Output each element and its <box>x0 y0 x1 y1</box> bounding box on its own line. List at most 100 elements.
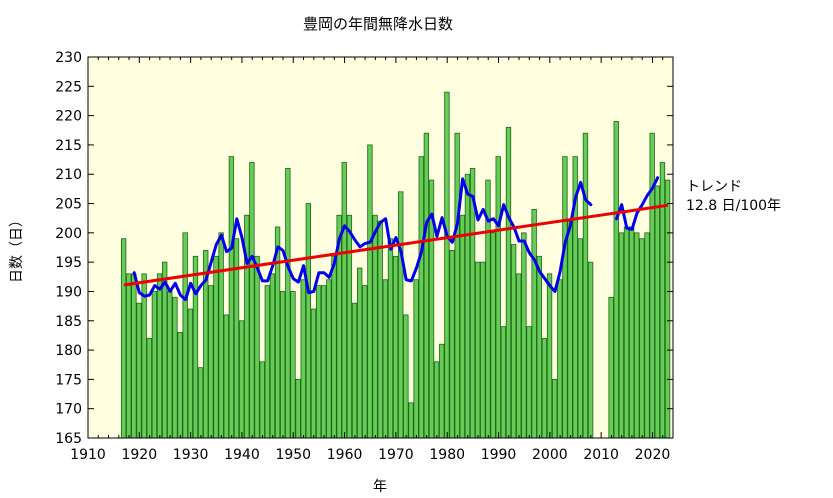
x-tick-label: 1960 <box>327 447 363 463</box>
bar <box>398 191 404 439</box>
bar <box>249 162 255 439</box>
bar <box>418 156 424 439</box>
bar <box>634 232 640 439</box>
bar <box>562 156 568 439</box>
bar <box>536 255 542 439</box>
y-tick-label: 170 <box>55 402 82 418</box>
bar <box>490 232 496 439</box>
bar <box>505 126 512 439</box>
x-tick-label: 2020 <box>635 447 671 463</box>
bar <box>613 121 619 439</box>
bar <box>557 279 563 439</box>
bar <box>208 285 214 439</box>
y-axis: 165 170 175 180 185 190 195 200 205 210 215 220 225 2… <box>55 50 673 447</box>
y-tick-label: 190 <box>55 284 82 300</box>
bar <box>295 378 301 439</box>
bar <box>444 91 450 439</box>
bar <box>300 279 306 439</box>
bar <box>649 132 655 439</box>
bar <box>151 291 158 439</box>
bar <box>644 232 650 439</box>
bar <box>223 314 229 439</box>
y-tick-label: 220 <box>55 109 82 125</box>
bar <box>192 255 199 439</box>
x-axis-label: 年 <box>373 479 387 495</box>
bar <box>285 167 291 439</box>
bar <box>495 156 501 439</box>
bar <box>459 214 465 439</box>
bar <box>182 232 188 439</box>
x-axis: 1910 1920 1930 1940 1950 1960 1970 1980 1990 2000… <box>70 57 674 463</box>
x-tick-label: 2000 <box>532 447 568 463</box>
y-tick-label: 185 <box>55 314 82 330</box>
bar <box>310 308 317 439</box>
bar <box>510 244 517 439</box>
bar <box>552 378 558 439</box>
bar <box>367 144 373 439</box>
x-tick-label: 1920 <box>121 447 157 463</box>
bar <box>403 314 409 439</box>
bar <box>654 185 660 439</box>
trend-line <box>123 203 669 287</box>
bar <box>326 279 332 439</box>
y-axis-label: 日数（日） <box>9 213 25 283</box>
bar <box>156 273 163 439</box>
x-tick-label: 1910 <box>70 447 106 463</box>
bar <box>238 320 245 439</box>
bar <box>177 332 183 439</box>
bar <box>587 261 594 439</box>
bar <box>126 273 132 439</box>
bar <box>464 173 471 439</box>
bar <box>541 337 548 439</box>
bar <box>131 273 137 439</box>
bar <box>546 273 553 439</box>
bar <box>351 302 358 439</box>
x-tick-label: 1950 <box>275 447 311 463</box>
bar <box>608 296 614 439</box>
bar <box>408 402 414 439</box>
x-tick-label: 1970 <box>378 447 414 463</box>
x-tick-label: 1980 <box>429 447 465 463</box>
bar <box>582 132 589 439</box>
y-tick-label: 165 <box>55 431 82 447</box>
bar <box>187 308 194 439</box>
bar <box>392 255 399 439</box>
bar <box>321 285 327 439</box>
bar <box>228 156 235 439</box>
y-tick-label: 180 <box>55 343 82 359</box>
bar <box>439 343 445 439</box>
bar <box>120 238 127 439</box>
y-tick-label: 195 <box>55 255 82 271</box>
bar <box>449 250 455 439</box>
bar <box>639 238 645 439</box>
bar <box>315 285 322 439</box>
bar <box>500 326 507 439</box>
bar <box>423 132 430 439</box>
chart-title: 豊岡の年間無降水日数 <box>303 15 453 33</box>
x-tick-label: 1990 <box>481 447 517 463</box>
bar <box>331 255 337 439</box>
bar <box>387 238 394 439</box>
y-tick-label: 200 <box>55 226 82 242</box>
bar <box>516 273 522 439</box>
bar <box>413 279 419 439</box>
bar <box>264 285 270 439</box>
x-tick-label: 2010 <box>583 447 619 463</box>
bar <box>254 255 260 439</box>
bar <box>526 326 532 439</box>
trend-label: トレンド <box>686 179 742 195</box>
bar <box>197 367 204 439</box>
bar <box>475 261 481 439</box>
bar <box>162 261 168 439</box>
y-tick-label: 215 <box>55 138 82 154</box>
bar <box>341 162 347 439</box>
bar <box>346 214 353 439</box>
bar <box>362 285 368 439</box>
bar <box>382 279 389 439</box>
bar <box>259 361 265 439</box>
bar <box>213 255 219 439</box>
lines-group <box>123 176 669 302</box>
y-tick-label: 210 <box>55 167 82 183</box>
bar <box>454 132 460 439</box>
